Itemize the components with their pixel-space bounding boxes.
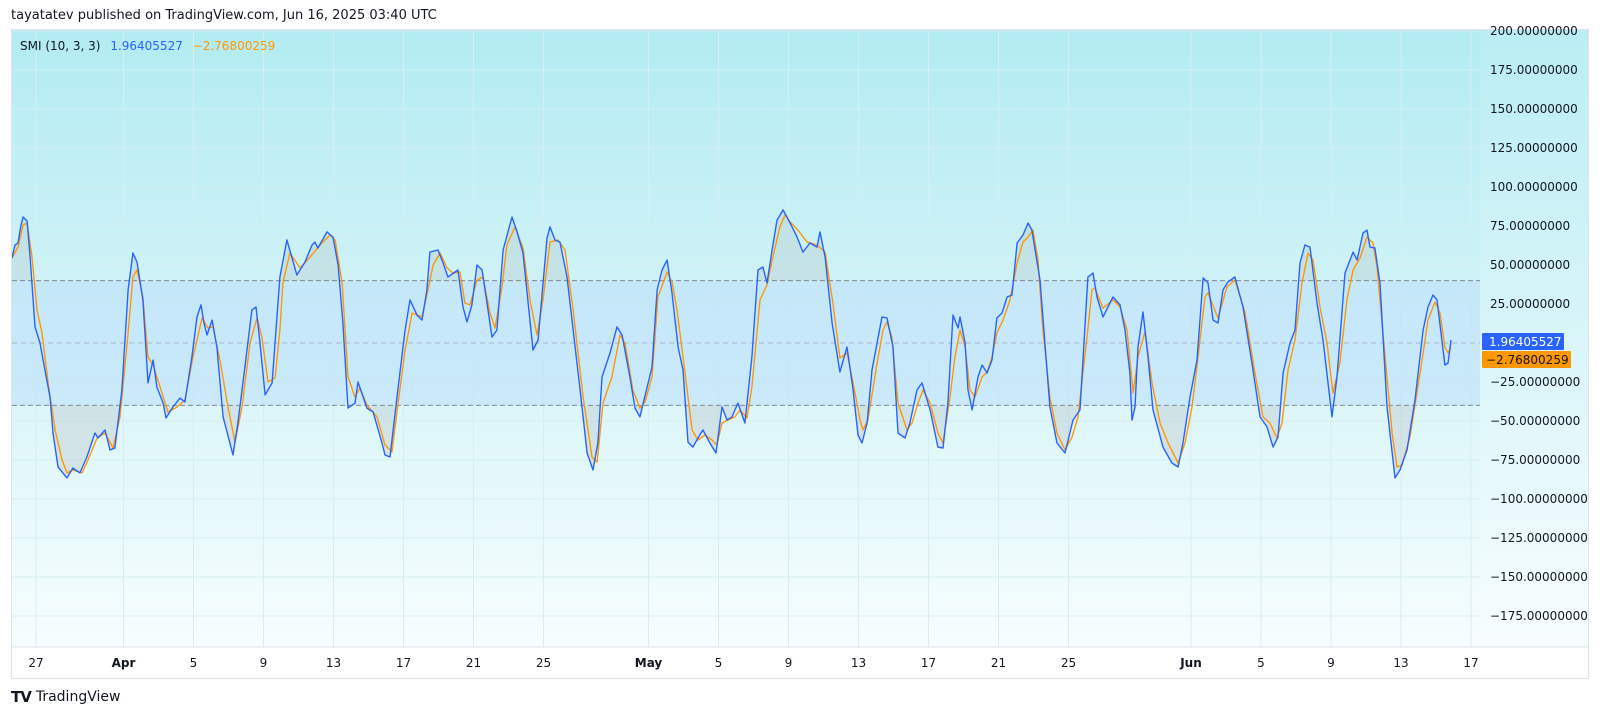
signal-line	[12, 214, 1452, 474]
x-tick-label: 5	[1257, 656, 1265, 670]
y-tick-label: 25.00000000	[1490, 297, 1570, 311]
x-tick-label: 9	[785, 656, 793, 670]
y-tick-label: −150.00000000	[1490, 570, 1588, 584]
svg-text:−2.76800259: −2.76800259	[1486, 353, 1569, 367]
y-tick-label: −75.00000000	[1490, 453, 1580, 467]
level-lines	[12, 280, 1480, 406]
x-tick-label: 25	[536, 656, 551, 670]
x-tick-label: Jun	[1179, 656, 1202, 670]
smi-value-badge: 1.96405527	[1482, 333, 1564, 350]
y-tick-label: −175.00000000	[1490, 609, 1588, 623]
svg-text:1.96405527: 1.96405527	[1489, 335, 1562, 349]
plot-area[interactable]	[12, 30, 1588, 647]
x-tick-label: 13	[326, 656, 341, 670]
y-tick-label: −50.00000000	[1490, 414, 1580, 428]
indicator-legend[interactable]: SMI (10, 3, 3) 1.96405527 −2.76800259	[20, 39, 281, 53]
x-tick-label: 9	[260, 656, 268, 670]
publish-info: tayatatev published on TradingView.com, …	[11, 8, 437, 23]
x-tick-label: 17	[921, 656, 936, 670]
x-tick-label: 5	[715, 656, 723, 670]
x-tick-label: 25	[1061, 656, 1076, 670]
price-scale[interactable]: 200.00000000 175.00000000 150.00000000 125.…	[1490, 24, 1588, 623]
y-tick-label: 175.00000000	[1490, 63, 1578, 77]
x-tick-label: 13	[851, 656, 866, 670]
x-tick-label: 27	[28, 656, 43, 670]
time-scale[interactable]: 27 Apr 5 9 13 17 21 25 May 5 9 13 17 21 25 Jun 5 9 13 17	[28, 656, 1478, 670]
brand-name: TradingView	[35, 689, 121, 705]
x-tick-label: 9	[1327, 656, 1335, 670]
x-tick-label: 21	[466, 656, 481, 670]
y-tick-label: 75.00000000	[1490, 219, 1570, 233]
y-tick-label: 50.00000000	[1490, 258, 1570, 272]
signal-legend-value: −2.76800259	[192, 39, 276, 53]
smi-legend-value: 1.96405527	[110, 39, 183, 53]
overbought-fill	[12, 209, 1451, 281]
x-tick-label: Apr	[112, 656, 136, 670]
y-tick-label: 125.00000000	[1490, 141, 1578, 155]
x-tick-label: 17	[1463, 656, 1478, 670]
y-tick-label: −100.00000000	[1490, 492, 1588, 506]
x-tick-label: 13	[1393, 656, 1408, 670]
y-tick-label: 200.00000000	[1490, 24, 1578, 38]
signal-value-badge: −2.76800259	[1482, 351, 1571, 368]
indicator-name: SMI (10, 3, 3)	[20, 39, 101, 53]
x-tick-label: May	[635, 656, 663, 670]
tradingview-logo-icon: TV	[11, 688, 32, 706]
y-tick-label: 150.00000000	[1490, 102, 1578, 116]
x-tick-label: 17	[396, 656, 411, 670]
y-tick-label: −25.00000000	[1490, 375, 1580, 389]
x-tick-label: 5	[190, 656, 198, 670]
smi-line	[12, 209, 1452, 479]
oversold-fill	[12, 405, 1451, 478]
tradingview-brand[interactable]: TV TradingView	[11, 688, 120, 706]
y-tick-label: −125.00000000	[1490, 531, 1588, 545]
x-tick-label: 21	[991, 656, 1006, 670]
y-tick-label: 100.00000000	[1490, 180, 1578, 194]
chart-panel[interactable]	[11, 29, 1589, 679]
